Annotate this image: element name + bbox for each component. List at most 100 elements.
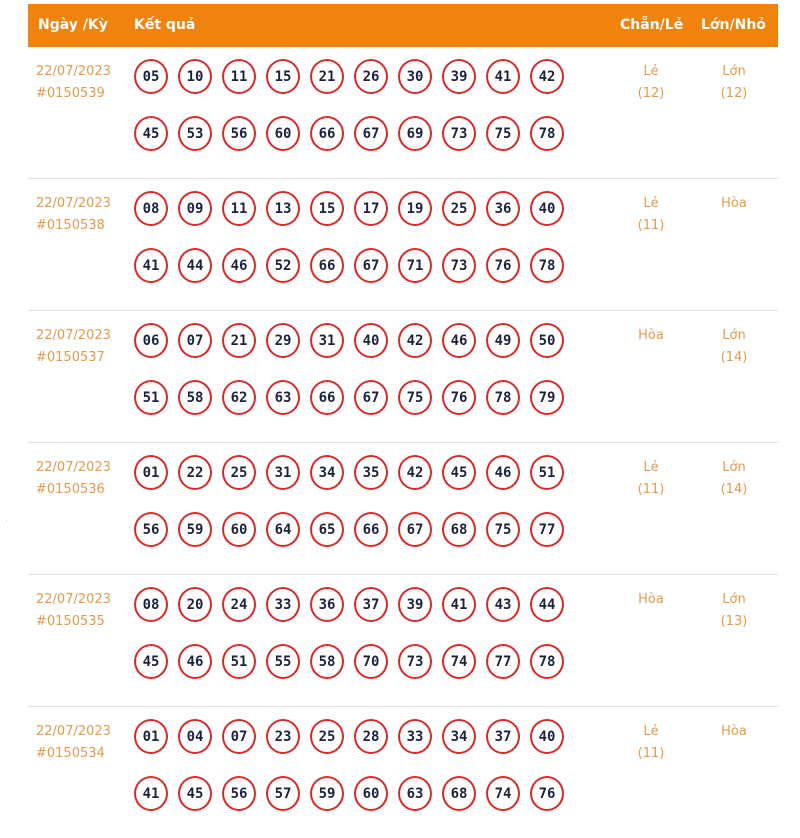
ball-line: 05 10 11 15 21 26 30 39 41 42 [134,59,574,96]
number-ball: 34 [442,719,476,754]
number-ball: 37 [354,587,388,622]
number-ball: 63 [398,776,432,811]
draw-info: 22/07/2023 #0150534 [36,721,111,765]
draw-date: 22/07/2023 [36,64,111,79]
size-result: Lớn (14) [704,325,764,369]
number-ball: 40 [530,191,564,226]
draw-info: 22/07/2023 #0150538 [36,193,111,237]
size-label: Hòa [721,724,747,739]
number-ball: 62 [222,380,256,415]
number-ball: 25 [442,191,476,226]
table-row: 22/07/2023 #0150538 08 09 11 13 15 17 19 25 36 40 41… [28,179,778,311]
number-ball: 46 [486,455,520,490]
ball-line: 41 45 56 57 59 60 63 68 74 76 [134,776,574,813]
draw-number[interactable]: #0150534 [36,746,105,761]
number-ball: 11 [222,191,256,226]
number-ball: 29 [266,323,300,358]
size-result: Lớn (12) [704,61,764,105]
draw-info: 22/07/2023 #0150535 [36,589,111,633]
number-ball: 45 [134,116,168,151]
number-ball: 08 [134,587,168,622]
number-ball: 42 [398,455,432,490]
number-ball: 65 [310,512,344,547]
ball-line: 56 59 60 64 65 66 67 68 75 77 [134,512,574,549]
ball-line: 51 58 62 63 66 67 75 76 78 79 [134,380,574,417]
number-ball: 45 [134,644,168,679]
size-label: Lớn [722,64,746,79]
number-ball: 15 [310,191,344,226]
number-ball: 56 [134,512,168,547]
number-ball: 25 [310,719,344,754]
number-ball: 42 [398,323,432,358]
number-ball: 31 [266,455,300,490]
number-ball: 28 [354,719,388,754]
draw-number[interactable]: #0150535 [36,614,105,629]
number-ball: 51 [530,455,564,490]
result-balls: 08 20 24 33 36 37 39 41 43 44 45 46 51 55 58 70 73 74 77 78 [134,587,574,701]
number-ball: 66 [310,380,344,415]
number-ball: 36 [310,587,344,622]
number-ball: 41 [134,776,168,811]
number-ball: 67 [398,512,432,547]
number-ball: 71 [398,248,432,283]
number-ball: 70 [354,644,388,679]
number-ball: 75 [486,512,520,547]
number-ball: 60 [222,512,256,547]
draw-date: 22/07/2023 [36,592,111,607]
number-ball: 01 [134,455,168,490]
draw-date: 22/07/2023 [36,328,111,343]
number-ball: 05 [134,59,168,94]
number-ball: 76 [486,248,520,283]
number-ball: 46 [442,323,476,358]
parity-label: Hòa [638,592,664,607]
draw-number[interactable]: #0150536 [36,482,105,497]
draw-number[interactable]: #0150538 [36,218,105,233]
number-ball: 44 [530,587,564,622]
size-count: (13) [720,614,748,629]
result-balls: 06 07 21 29 31 40 42 46 49 50 51 58 62 63 66 67 75 76 78 79 [134,323,574,437]
result-balls: 01 04 07 23 25 28 33 34 37 40 41 45 56 57 59 60 63 68 74 76 [134,719,574,833]
draw-number[interactable]: #0150537 [36,350,105,365]
draw-date: 22/07/2023 [36,460,111,475]
size-result: Lớn (13) [704,589,764,633]
size-result: Lớn (14) [704,457,764,501]
number-ball: 09 [178,191,212,226]
draw-number[interactable]: #0150539 [36,86,105,101]
number-ball: 08 [134,191,168,226]
number-ball: 07 [178,323,212,358]
number-ball: 01 [134,719,168,754]
parity-result: Hòa [621,325,681,347]
parity-count: (11) [637,482,665,497]
number-ball: 33 [398,719,432,754]
ball-line: 08 20 24 33 36 37 39 41 43 44 [134,587,574,624]
number-ball: 26 [354,59,388,94]
number-ball: 45 [178,776,212,811]
size-result: Hòa [704,721,764,743]
number-ball: 34 [310,455,344,490]
table-row: 22/07/2023 #0150539 05 10 11 15 21 26 30 39 41 42 45… [28,47,778,179]
number-ball: 07 [222,719,256,754]
size-count: (14) [720,482,748,497]
number-ball: 39 [442,59,476,94]
number-ball: 51 [134,380,168,415]
number-ball: 33 [266,587,300,622]
draw-info: 22/07/2023 #0150539 [36,61,111,105]
header-result: Kết quả [134,17,196,33]
ball-line: 08 09 11 13 15 17 19 25 36 40 [134,191,574,228]
ball-line: 45 46 51 55 58 70 73 74 77 78 [134,644,574,681]
parity-result: Hòa [621,589,681,611]
number-ball: 49 [486,323,520,358]
number-ball: 31 [310,323,344,358]
number-ball: 67 [354,116,388,151]
number-ball: 39 [398,587,432,622]
number-ball: 60 [266,116,300,151]
number-ball: 59 [178,512,212,547]
parity-label: Lẻ [643,64,659,79]
number-ball: 74 [486,776,520,811]
number-ball: 78 [530,116,564,151]
number-ball: 68 [442,512,476,547]
number-ball: 37 [486,719,520,754]
ball-line: 01 22 25 31 34 35 42 45 46 51 [134,455,574,492]
result-balls: 01 22 25 31 34 35 42 45 46 51 56 59 60 64 65 66 67 68 75 77 [134,455,574,569]
ball-line: 06 07 21 29 31 40 42 46 49 50 [134,323,574,360]
